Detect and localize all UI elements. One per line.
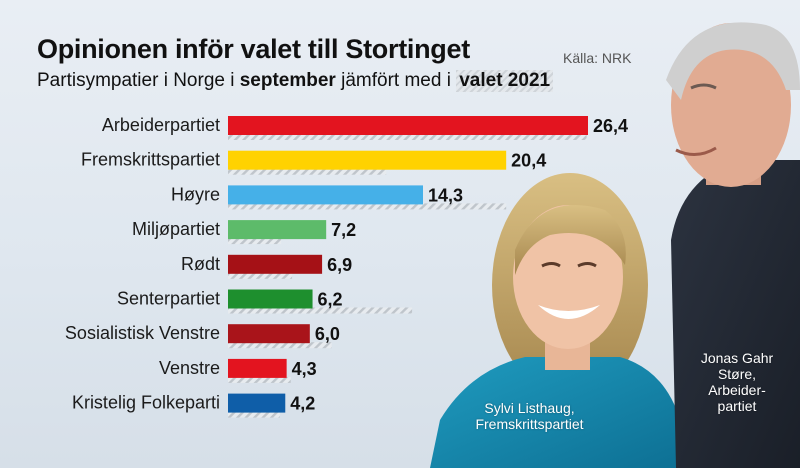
value-label: 4,3 xyxy=(292,359,317,379)
category-label: Sosialistisk Venstre xyxy=(65,323,220,343)
subtitle-middle: jämfört med i xyxy=(335,70,457,91)
subtitle-legend-current: september xyxy=(239,70,336,91)
category-label: Fremskrittspartiet xyxy=(81,150,220,170)
category-label: Venstre xyxy=(159,358,220,378)
bar-current-1 xyxy=(228,150,507,170)
bar-current-5 xyxy=(228,289,313,309)
bar-current-0 xyxy=(228,116,588,135)
subtitle-prefix: Partisympatier i Norge i xyxy=(37,70,240,91)
value-label: 7,2 xyxy=(331,220,356,240)
bar-2021-3 xyxy=(228,238,282,245)
category-label: Senterpartiet xyxy=(117,289,220,309)
bar-2021-2 xyxy=(228,203,507,210)
category-label: Miljøpartiet xyxy=(132,219,220,239)
photo-sylvi-listhaug xyxy=(430,173,690,468)
bar-current-4 xyxy=(228,254,323,274)
category-label: Kristelig Folkeparti xyxy=(72,393,220,413)
bar-current-2 xyxy=(228,185,423,205)
bar-2021-4 xyxy=(228,272,293,279)
bar-current-3 xyxy=(228,220,327,240)
category-label: Rødt xyxy=(181,254,220,274)
bar-2021-6 xyxy=(228,342,332,349)
bar-current-7 xyxy=(228,358,287,378)
value-label: 6,2 xyxy=(318,290,343,310)
chart-title: Opinionen inför valet till Stortinget xyxy=(37,34,470,64)
bar-current-8 xyxy=(228,393,286,413)
category-label: Arbeiderpartiet xyxy=(102,115,220,135)
bar-2021-7 xyxy=(228,376,291,383)
value-label: 20,4 xyxy=(511,151,546,171)
source-label: Källa: NRK xyxy=(563,50,632,66)
bar-current-6 xyxy=(228,324,310,344)
caption-jonas-gahr-store: Jonas Gahr Støre, Arbeider-partiet xyxy=(700,350,774,414)
chart-subtitle: Partisympatier i Norge i september jämfö… xyxy=(37,70,554,92)
caption-sylvi-listhaug: Sylvi Listhaug, Fremskrittspartiet xyxy=(475,400,584,432)
bar-2021-8 xyxy=(228,411,280,418)
value-label: 4,2 xyxy=(290,394,315,414)
subtitle-legend-2021: valet 2021 xyxy=(456,70,554,92)
value-label: 14,3 xyxy=(428,185,463,205)
value-label: 6,9 xyxy=(327,255,352,275)
category-label: Høyre xyxy=(171,184,220,204)
bar-2021-5 xyxy=(228,307,413,314)
bar-2021-1 xyxy=(228,168,387,175)
value-label: 26,4 xyxy=(593,116,628,136)
bar-2021-0 xyxy=(228,134,587,140)
value-label: 6,0 xyxy=(315,324,340,344)
photo-jonas-gahr-store xyxy=(666,22,800,468)
